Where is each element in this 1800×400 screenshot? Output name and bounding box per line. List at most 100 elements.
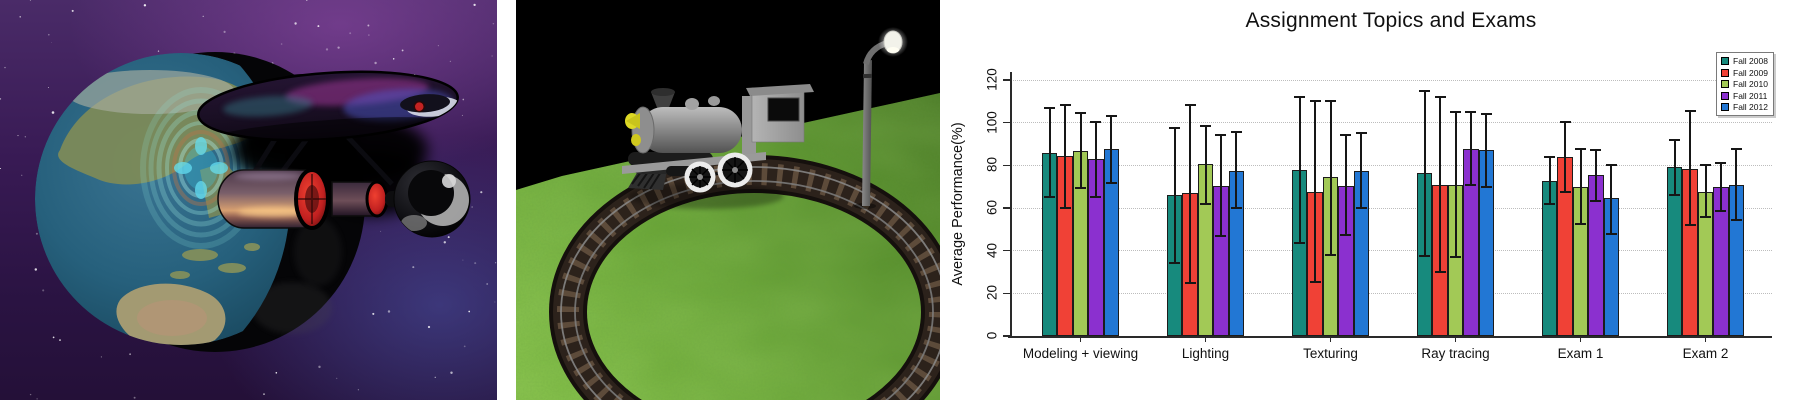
legend-label: Fall 2009 — [1733, 67, 1768, 78]
y-tick-label: 120 — [984, 68, 1000, 91]
x-tick-mark — [1079, 336, 1082, 342]
error-bar-line — [1173, 128, 1176, 264]
australia-outback — [137, 300, 207, 336]
sphere-pod — [393, 160, 471, 238]
x-tick-mark — [1329, 336, 1332, 342]
star — [100, 356, 102, 358]
error-bar-line — [1469, 112, 1472, 185]
error-bar-line — [1423, 90, 1426, 256]
x-tick-mark — [1579, 336, 1582, 342]
x-axis-line — [1008, 336, 1772, 338]
star — [462, 259, 464, 261]
legend-swatch — [1721, 91, 1729, 100]
star — [19, 16, 21, 18]
drive-wheel — [717, 152, 753, 188]
error-bar-cap — [1700, 215, 1711, 218]
star — [317, 25, 320, 28]
star — [59, 339, 61, 342]
error-bar-cap — [1169, 262, 1181, 265]
error-bar-cap — [1169, 127, 1181, 129]
star — [494, 301, 496, 303]
star — [52, 336, 55, 339]
star — [372, 312, 375, 315]
error-bar-cap — [1700, 164, 1711, 167]
star — [374, 61, 377, 65]
star — [468, 310, 471, 313]
error-bar-line — [1704, 165, 1707, 217]
x-category-label: Texturing — [1303, 346, 1358, 361]
error-bar-line — [1735, 149, 1738, 220]
steam-dome — [708, 96, 720, 106]
y-tick-mark — [1003, 121, 1010, 124]
legend-label: Fall 2008 — [1733, 56, 1768, 66]
y-axis-label: Average Performance(%) — [950, 122, 966, 286]
error-bar-cap — [1465, 111, 1477, 113]
x-category-label: Exam 1 — [1557, 346, 1604, 361]
error-bar-line — [1439, 97, 1442, 272]
star — [17, 135, 19, 137]
steam-dome — [685, 98, 699, 110]
error-bar-line — [1235, 132, 1238, 208]
legend-swatch — [1721, 80, 1729, 88]
lamp-pole — [862, 60, 872, 206]
error-bar-cap — [1184, 103, 1196, 106]
star — [427, 325, 431, 329]
train-scene-image — [516, 0, 940, 400]
error-bar-cap — [1355, 132, 1367, 135]
star — [306, 0, 308, 1]
error-bar-cap — [1184, 281, 1196, 284]
continent-snow-band — [65, 70, 235, 114]
star — [35, 232, 38, 235]
star — [157, 50, 160, 52]
error-bar-cap — [1590, 149, 1602, 152]
star — [461, 114, 463, 116]
error-bar-cap — [1450, 111, 1461, 113]
error-bar-cap — [1480, 185, 1492, 188]
star — [473, 3, 476, 7]
star — [401, 49, 404, 52]
error-bar-cap — [1575, 223, 1586, 225]
star — [4, 66, 6, 69]
star — [21, 174, 23, 176]
error-bar-line — [1329, 101, 1332, 255]
y-tick-mark — [1003, 335, 1010, 337]
error-bar-cap — [1230, 131, 1242, 134]
star — [47, 87, 49, 89]
error-bar-cap — [1715, 210, 1727, 213]
error-bar-cap — [1230, 207, 1242, 209]
error-bar-cap — [1075, 112, 1086, 115]
star — [0, 98, 2, 100]
error-bar-cap — [1669, 194, 1681, 197]
legend-item: Fall 2010 — [1721, 79, 1768, 89]
error-bar-line — [1548, 156, 1551, 204]
star — [336, 377, 338, 380]
star — [318, 365, 321, 369]
train-shadow — [628, 183, 784, 209]
star — [462, 98, 465, 101]
error-bar-line — [1298, 97, 1301, 244]
bar-chart: Assignment Topics and Exams Average Perf… — [940, 0, 1800, 400]
rail — [574, 180, 934, 400]
error-bar-line — [1673, 139, 1676, 196]
chart-title: Assignment Topics and Exams — [1245, 9, 1537, 32]
error-bar-line — [1204, 125, 1207, 204]
error-bar-cap — [1559, 120, 1571, 123]
error-bar-line — [1344, 135, 1347, 235]
star — [263, 393, 265, 395]
error-bar-cap — [1730, 148, 1742, 151]
error-bar-cap — [1684, 109, 1696, 112]
error-bar-cap — [1669, 138, 1681, 141]
star — [368, 34, 370, 36]
star — [463, 345, 466, 348]
error-bar-cap — [1294, 96, 1306, 99]
train-render-panel — [516, 0, 940, 400]
error-bar-cap — [1105, 182, 1117, 185]
error-bar-cap — [1340, 233, 1352, 236]
star — [48, 33, 50, 36]
legend-item: Fall 2009 — [1721, 68, 1768, 78]
error-bar-line — [1219, 135, 1222, 236]
star — [412, 266, 415, 269]
error-bar-cap — [1325, 100, 1336, 103]
star — [36, 398, 38, 400]
error-bar-line — [1048, 107, 1051, 198]
